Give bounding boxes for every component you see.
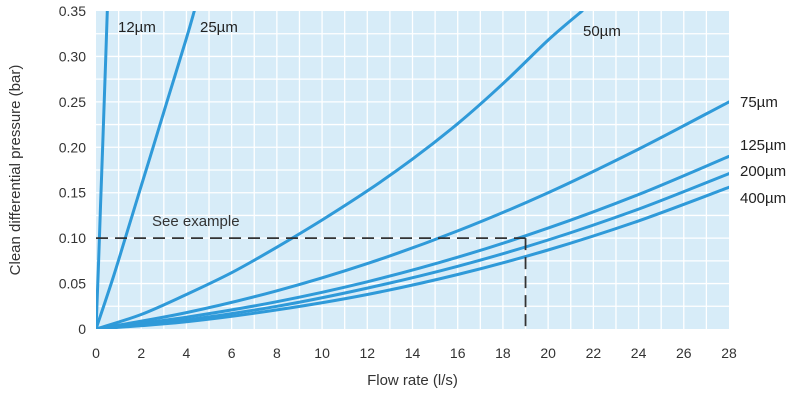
x-tick-label: 28	[721, 345, 737, 361]
grid	[96, 11, 729, 329]
x-tick-label: 6	[228, 345, 236, 361]
series-line-4	[96, 154, 729, 329]
y-tick-label: 0.20	[59, 139, 86, 155]
y-tick-label: 0.15	[59, 185, 86, 201]
y-tick-labels: 0 0.05 0.10 0.15 0.20 0.25 0.30 0.35	[59, 3, 86, 337]
series-label-3: 75µm	[740, 94, 778, 111]
x-axis-title: Flow rate (l/s)	[367, 372, 458, 389]
series-line-3	[96, 100, 729, 329]
x-tick-label: 0	[92, 345, 100, 361]
series-label-5: 200µm	[740, 163, 786, 180]
example-label: See example	[152, 213, 240, 230]
series-label-4: 125µm	[740, 137, 786, 154]
y-tick-label: 0.05	[59, 276, 86, 292]
y-tick-label: 0.30	[59, 48, 86, 64]
series-line-1	[96, 11, 196, 329]
y-tick-label: 0.10	[59, 230, 86, 246]
x-tick-label: 8	[273, 345, 281, 361]
series-label-2: 50µm	[583, 23, 621, 40]
y-axis-title: Clean differential pressure (bar)	[7, 65, 24, 276]
x-tick-label: 26	[676, 345, 692, 361]
series-line-5	[96, 172, 729, 329]
x-tick-label: 20	[540, 345, 556, 361]
x-tick-label: 12	[359, 345, 375, 361]
series-label-6: 400µm	[740, 190, 786, 207]
series-label-1: 25µm	[200, 19, 238, 36]
x-tick-labels: 0 2 4 6 8 10 12 14 16 18 20 22 24 26 28	[92, 345, 737, 361]
y-tick-label: 0	[78, 321, 86, 337]
x-tick-label: 22	[586, 345, 602, 361]
series-line-6	[96, 185, 729, 329]
y-tick-label: 0.35	[59, 3, 86, 19]
x-tick-label: 2	[137, 345, 145, 361]
x-tick-label: 16	[450, 345, 466, 361]
x-tick-label: 18	[495, 345, 511, 361]
x-tick-label: 4	[183, 345, 191, 361]
x-tick-label: 24	[631, 345, 647, 361]
series-line-0	[96, 11, 109, 329]
x-tick-label: 14	[405, 345, 421, 361]
example-annotation: See example	[96, 213, 527, 329]
series-lines	[96, 11, 729, 329]
y-tick-label: 0.25	[59, 94, 86, 110]
series-line-2	[96, 11, 584, 329]
series-labels: 12µm 25µm 50µm 75µm 125µm 200µm 400µm	[118, 19, 786, 207]
series-label-0: 12µm	[118, 19, 156, 36]
x-tick-label: 10	[314, 345, 330, 361]
